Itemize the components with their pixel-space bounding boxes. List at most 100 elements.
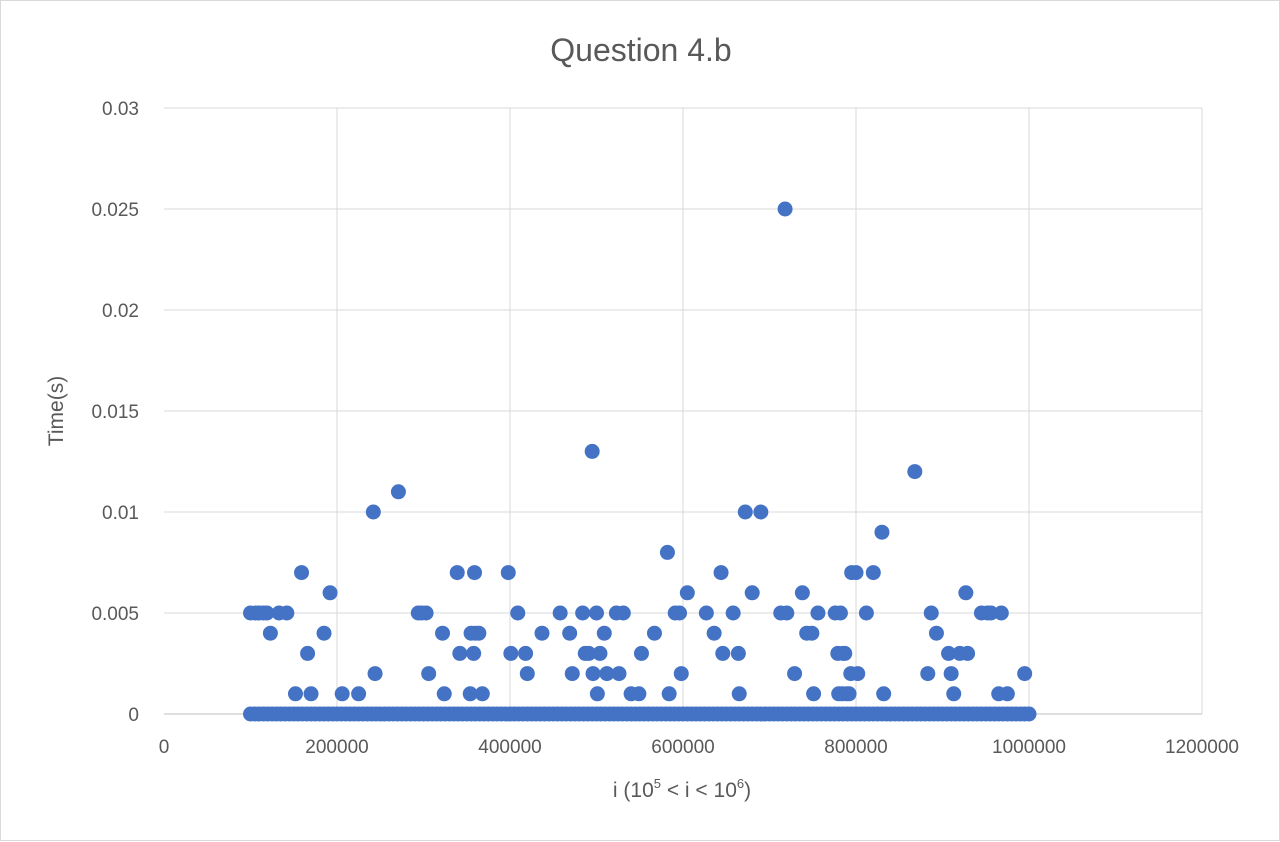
data-point bbox=[730, 645, 746, 661]
data-point bbox=[503, 645, 519, 661]
data-point bbox=[928, 625, 944, 641]
data-point bbox=[500, 565, 516, 581]
data-point bbox=[287, 686, 303, 702]
y-tick-label: 0.02 bbox=[102, 301, 139, 322]
data-point bbox=[462, 686, 478, 702]
data-point bbox=[611, 666, 627, 682]
data-point bbox=[672, 605, 688, 621]
data-point bbox=[615, 605, 631, 621]
data-point bbox=[581, 645, 597, 661]
y-tick-label: 0.01 bbox=[102, 503, 139, 524]
data-point bbox=[584, 443, 600, 459]
y-tick-label: 0.03 bbox=[102, 99, 139, 120]
data-point bbox=[659, 544, 675, 560]
data-point bbox=[596, 625, 612, 641]
x-axis-title-middle: < i < 10 bbox=[661, 779, 737, 802]
x-tick-label: 800000 bbox=[824, 737, 887, 758]
data-point bbox=[303, 686, 319, 702]
data-point bbox=[725, 605, 741, 621]
data-point bbox=[946, 686, 962, 702]
data-point bbox=[737, 504, 753, 520]
data-point bbox=[316, 625, 332, 641]
data-point bbox=[960, 645, 976, 661]
data-point bbox=[837, 645, 853, 661]
y-tick-label: 0 bbox=[128, 705, 139, 726]
data-point bbox=[999, 686, 1015, 702]
data-point bbox=[794, 585, 810, 601]
data-point bbox=[589, 686, 605, 702]
x-axis-title-sup1: 5 bbox=[654, 776, 661, 791]
data-point bbox=[449, 565, 465, 581]
y-tick-label: 0.015 bbox=[91, 402, 139, 423]
data-point bbox=[1017, 666, 1033, 682]
x-axis-title: i (105 < i < 106) bbox=[613, 776, 751, 802]
data-point bbox=[259, 605, 275, 621]
data-point bbox=[294, 565, 310, 581]
x-tick-label: 200000 bbox=[305, 737, 368, 758]
data-point bbox=[810, 605, 826, 621]
x-tick-label: 600000 bbox=[651, 737, 714, 758]
data-point bbox=[466, 645, 482, 661]
data-point bbox=[452, 645, 468, 661]
data-point bbox=[832, 605, 848, 621]
data-point bbox=[262, 625, 278, 641]
data-point bbox=[510, 605, 526, 621]
x-axis-title-suffix: ) bbox=[744, 779, 751, 802]
data-point bbox=[564, 666, 580, 682]
data-point bbox=[715, 645, 731, 661]
data-point bbox=[865, 565, 881, 581]
data-point bbox=[943, 666, 959, 682]
data-point bbox=[983, 605, 999, 621]
data-point bbox=[418, 605, 434, 621]
x-tick-label: 0 bbox=[159, 737, 170, 758]
data-point bbox=[436, 686, 452, 702]
data-point bbox=[923, 605, 939, 621]
data-point bbox=[920, 666, 936, 682]
chart-title: Question 4.b bbox=[550, 32, 731, 68]
data-point bbox=[631, 686, 647, 702]
data-points bbox=[243, 201, 1033, 702]
data-point bbox=[599, 666, 615, 682]
data-point bbox=[421, 666, 437, 682]
data-point bbox=[698, 605, 714, 621]
data-point bbox=[941, 645, 957, 661]
data-point bbox=[300, 645, 316, 661]
data-point bbox=[367, 666, 383, 682]
data-point bbox=[279, 605, 295, 621]
data-point bbox=[534, 625, 550, 641]
data-point bbox=[907, 464, 923, 480]
data-point bbox=[322, 585, 338, 601]
data-point bbox=[787, 666, 803, 682]
data-point bbox=[779, 605, 795, 621]
data-point bbox=[804, 625, 820, 641]
x-tick-label: 1000000 bbox=[992, 737, 1066, 758]
x-axis-title-sup2: 6 bbox=[737, 776, 744, 791]
data-point bbox=[390, 484, 406, 500]
y-axis-title: Time(s) bbox=[45, 376, 68, 446]
data-point bbox=[633, 645, 649, 661]
data-point bbox=[518, 645, 534, 661]
data-point bbox=[585, 666, 601, 682]
x-axis-title-prefix: i (10 bbox=[613, 779, 654, 802]
data-point bbox=[848, 565, 864, 581]
data-point bbox=[713, 565, 729, 581]
data-point bbox=[471, 625, 487, 641]
data-point bbox=[806, 686, 822, 702]
data-point bbox=[435, 625, 451, 641]
data-point bbox=[646, 625, 662, 641]
data-point bbox=[993, 605, 1009, 621]
y-tick-labels: 0 0.005 0.01 0.015 0.02 0.025 0.03 bbox=[91, 99, 139, 726]
data-point bbox=[673, 666, 689, 682]
data-point bbox=[744, 585, 760, 601]
data-point bbox=[562, 625, 578, 641]
y-tick-label: 0.005 bbox=[91, 604, 139, 625]
data-point bbox=[467, 565, 483, 581]
data-point bbox=[365, 504, 381, 520]
data-point bbox=[575, 605, 591, 621]
data-point bbox=[777, 201, 793, 217]
data-point bbox=[850, 666, 866, 682]
data-point bbox=[552, 605, 568, 621]
x-tick-labels: 0 200000 400000 600000 800000 1000000 1200000 bbox=[159, 737, 1239, 758]
